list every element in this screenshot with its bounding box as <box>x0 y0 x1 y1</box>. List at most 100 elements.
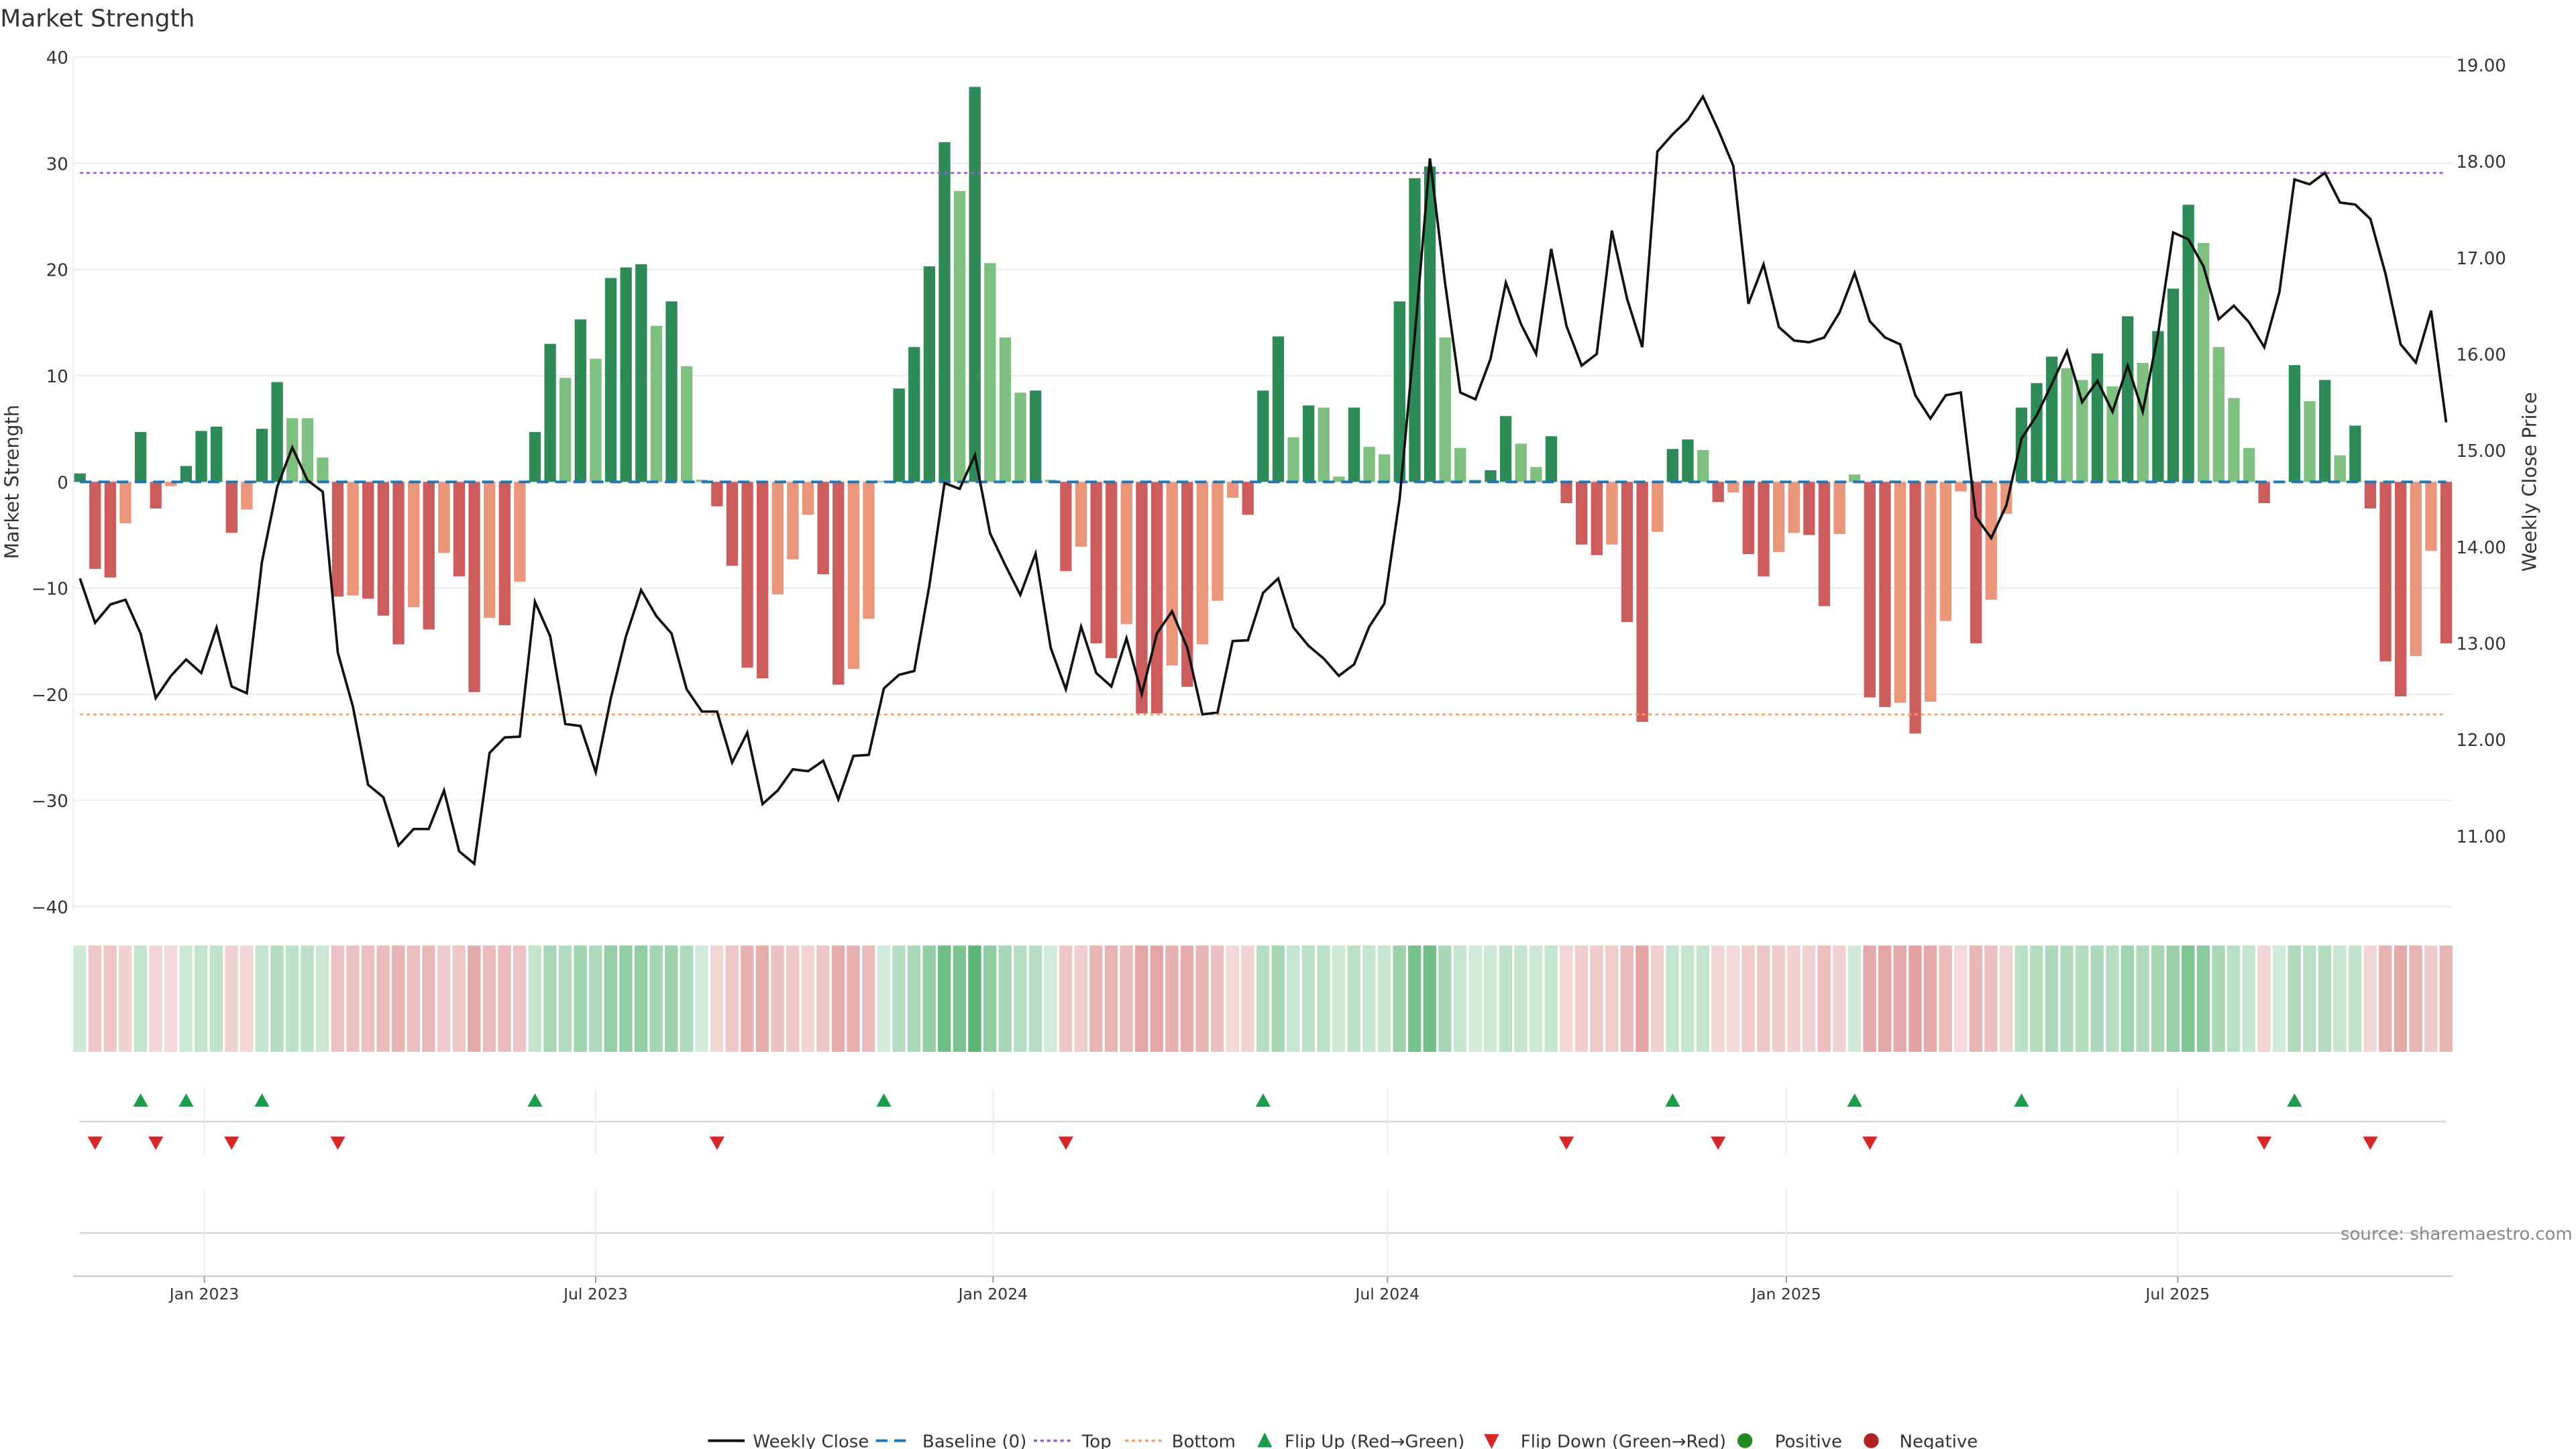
legend-label: Flip Down (Green→Red) <box>1521 1432 1726 1449</box>
strength-bar <box>1803 482 1815 535</box>
heat-cell <box>119 945 132 1052</box>
strength-bar <box>711 482 723 506</box>
heat-cell <box>2424 945 2438 1052</box>
heat-cell <box>2075 945 2089 1052</box>
legend-label: Top <box>1081 1432 1112 1449</box>
heat-cell <box>1802 945 1816 1052</box>
heat-cell <box>2166 945 2180 1052</box>
heat-cell <box>695 945 708 1052</box>
strength-bar <box>2395 482 2407 697</box>
strength-bar <box>620 267 632 482</box>
heat-cell <box>1377 945 1391 1052</box>
strength-bar <box>953 191 966 482</box>
y-tick-label: 0 <box>57 473 68 493</box>
heat-cell <box>73 945 87 1052</box>
heat-cell <box>1741 945 1755 1052</box>
legend-negative[interactable]: Negative <box>1864 1432 1978 1449</box>
heat-cell <box>407 945 421 1052</box>
strength-bar <box>741 482 753 668</box>
heat-cell <box>1847 945 1862 1052</box>
flip-up-marker <box>527 1093 543 1107</box>
heat-cell <box>1544 945 1558 1052</box>
heat-cell <box>2090 945 2104 1052</box>
strength-bar <box>847 482 860 669</box>
strength-bar <box>771 482 784 595</box>
flip-up-marker <box>254 1093 270 1107</box>
heat-cell <box>1059 945 1073 1052</box>
strength-bar <box>1833 482 1845 534</box>
heat-cell <box>1909 945 1922 1052</box>
strength-bar <box>1348 407 1360 482</box>
heat-cell <box>755 945 769 1052</box>
strength-bar <box>2137 363 2149 482</box>
legend-top[interactable]: Top <box>1034 1432 1112 1449</box>
heat-cell <box>1863 945 1876 1052</box>
strength-bar <box>2182 205 2194 482</box>
strength-bar <box>923 266 936 482</box>
strength-bar <box>650 325 663 482</box>
heat-cell <box>1408 945 1421 1052</box>
strength-bar <box>347 482 359 596</box>
strength-bar <box>407 482 420 608</box>
heat-cell <box>1180 945 1194 1052</box>
legend-label: Weekly Close <box>753 1432 869 1449</box>
heat-cell <box>1939 945 1952 1052</box>
strength-bar <box>1939 482 1952 621</box>
strength-bar <box>1666 449 1679 482</box>
chart-title: Market Strength <box>0 5 195 33</box>
triangle-down-icon <box>1484 1434 1499 1449</box>
legend-bottom[interactable]: Bottom <box>1125 1432 1236 1449</box>
heat-cell <box>452 945 466 1052</box>
heat-cell <box>331 945 344 1052</box>
negative-dot-icon <box>1864 1433 1879 1448</box>
heat-cell <box>1120 945 1133 1052</box>
weekly-close-line <box>78 94 2448 867</box>
heat-cell <box>1499 945 1513 1052</box>
reference-lines <box>80 172 2447 716</box>
legend-label: Negative <box>1900 1432 1978 1449</box>
legend-label: Bottom <box>1172 1432 1236 1449</box>
heat-cell <box>482 945 496 1052</box>
strength-bar <box>2212 347 2225 482</box>
strength-bar <box>1485 470 1497 482</box>
x-tick-label: Jul 2024 <box>1354 1285 1419 1303</box>
strength-bar <box>1287 437 1299 482</box>
strength-bar <box>514 482 526 582</box>
heat-cell <box>301 945 314 1052</box>
legend-label: Positive <box>1775 1432 1842 1449</box>
heat-cell <box>179 945 193 1052</box>
flip-up-marker <box>2014 1093 2029 1107</box>
legend-weekly-close[interactable]: Weekly Close <box>708 1432 869 1449</box>
strength-bar <box>1530 467 1542 482</box>
heat-cell <box>2196 945 2210 1052</box>
y-tick-label: −30 <box>32 792 68 812</box>
heat-cell <box>513 945 527 1052</box>
y-tick-label: −20 <box>32 686 68 706</box>
heat-cell <box>847 945 860 1052</box>
heat-cell <box>316 945 329 1052</box>
strength-bar <box>2061 368 2073 482</box>
heat-cell <box>1484 945 1497 1052</box>
strength-bar <box>802 482 814 515</box>
legend-flip-down[interactable]: Flip Down (Green→Red) <box>1484 1432 1726 1449</box>
x-tick-label: Jan 2025 <box>1750 1285 1821 1303</box>
legend-positive[interactable]: Positive <box>1737 1432 1842 1449</box>
strength-bar <box>969 87 981 482</box>
legend-flip-up[interactable]: Flip Up (Red→Green) <box>1257 1432 1464 1449</box>
x-tick-label: Jan 2023 <box>168 1285 239 1303</box>
strength-bar <box>2318 380 2331 482</box>
strength-bar <box>438 482 450 553</box>
strength-bar <box>1242 482 1254 515</box>
positive-dot-icon <box>1737 1433 1753 1448</box>
strength-bar <box>1014 392 1026 482</box>
y2-tick-label: 17.00 <box>2456 249 2506 269</box>
strength-bar <box>1788 482 1800 533</box>
heat-cell <box>801 945 814 1052</box>
y2-tick-label: 16.00 <box>2456 345 2506 366</box>
heat-cell <box>574 945 587 1052</box>
y2-tick-label: 18.00 <box>2456 152 2506 172</box>
legend-baseline[interactable]: Baseline (0) <box>875 1432 1027 1449</box>
strength-bar <box>1303 405 1315 482</box>
strength-bar <box>726 482 739 566</box>
strength-bar <box>817 482 829 575</box>
